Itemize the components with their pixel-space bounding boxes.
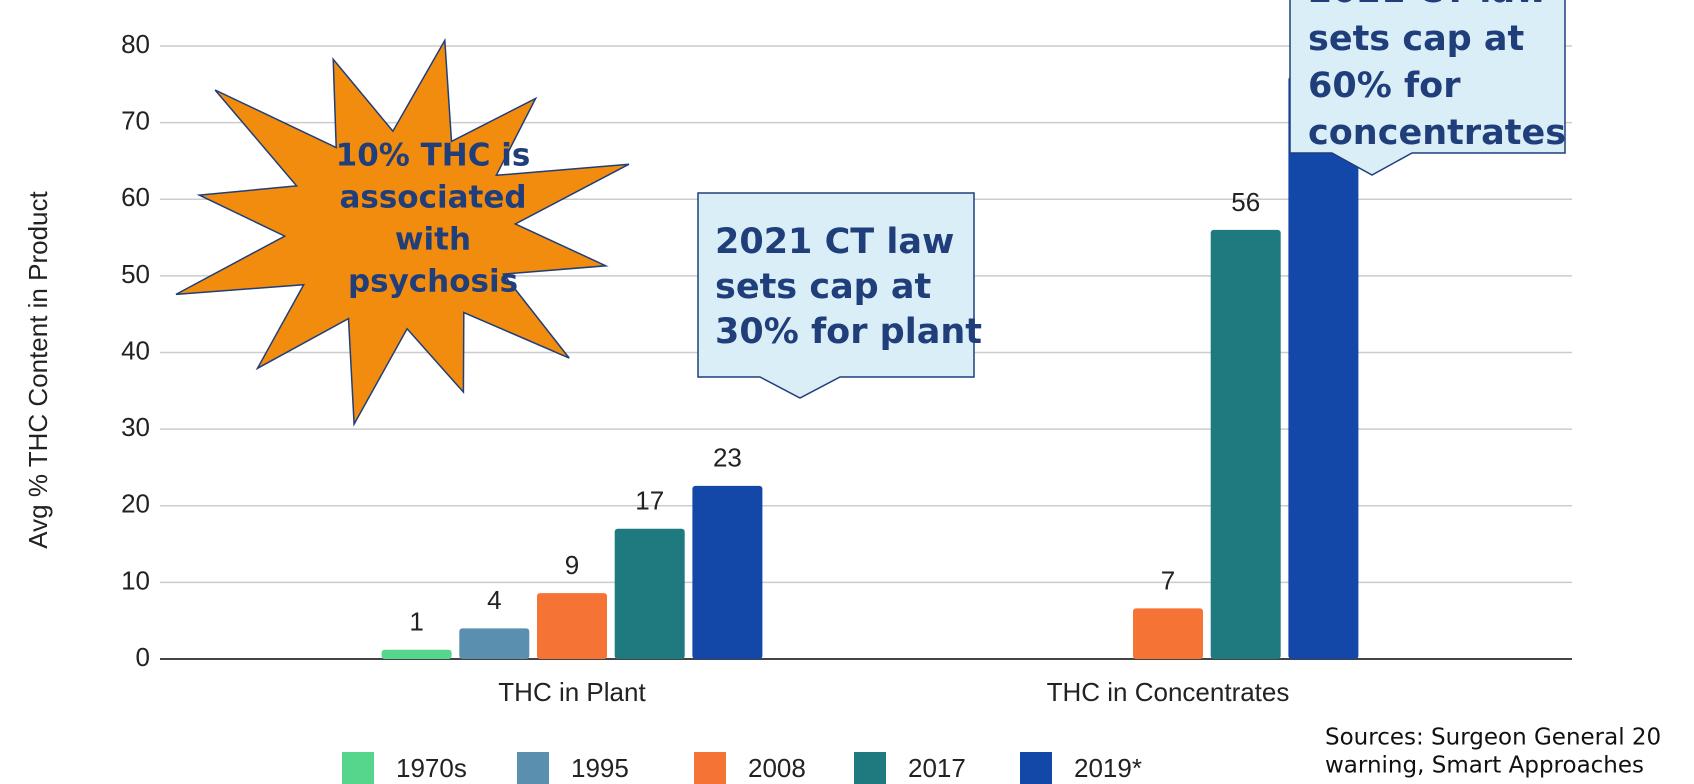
callout [1289,0,1566,176]
bar [1288,76,1359,659]
annotation-line: associated [339,180,526,216]
annotation-line: 10% THC is [336,138,531,174]
source-line: Sources: Surgeon General 20 [1325,725,1661,751]
data-label: 23 [713,443,742,473]
legend-swatch [854,752,886,784]
y-tick-label: 40 [121,335,150,365]
legend-label: 2017 [908,753,966,783]
annotation-line: sets cap at [1308,19,1524,59]
legend-label: 2019* [1074,753,1142,783]
bar [1210,229,1281,659]
annotation-line: 2021 CT law [715,222,954,262]
annotation-line: with [395,222,471,258]
bar [537,593,607,659]
bar [459,628,530,659]
legend-swatch [517,752,549,784]
legend-label: 1995 [571,753,629,783]
legend-swatch [1020,752,1052,784]
y-tick-label: 60 [121,182,150,212]
data-label: 9 [565,550,579,580]
annotation-line: 30% for plant [715,312,982,352]
bar [381,649,452,659]
y-tick-label: 70 [121,106,150,136]
bar [614,528,685,659]
source-line: warning, Smart Approaches [1325,753,1644,779]
callout [697,192,975,399]
y-tick-label: 50 [121,259,150,289]
bar [1133,608,1203,659]
data-label: 4 [487,585,501,615]
data-label: 1 [409,607,423,637]
y-tick-label: 10 [121,565,150,595]
legend-swatch [694,752,726,784]
y-axis-label: Avg % THC Content in Product [23,191,53,549]
y-tick-label: 30 [121,412,150,442]
annotation-line: 60% for [1308,66,1461,106]
legend-label: 2008 [748,753,806,783]
annotation-line: psychosis [348,264,518,300]
legend-swatch [342,752,374,784]
y-tick-label: 0 [136,642,150,672]
data-label: 17 [635,486,664,516]
annotation-line: concentrates [1308,113,1566,153]
data-label: 56 [1231,187,1260,217]
legend-label: 1970s [396,753,467,783]
y-tick-label: 20 [121,489,150,519]
bar [692,485,763,659]
x-tick-label: THC in Plant [498,677,646,707]
starburst [175,37,630,427]
data-label: 7 [1161,565,1175,595]
annotation-line: 2021 CT law [1308,0,1547,11]
x-tick-label: THC in Concentrates [1047,677,1290,707]
y-tick-label: 80 [121,29,150,59]
annotation-line: sets cap at [715,267,931,307]
